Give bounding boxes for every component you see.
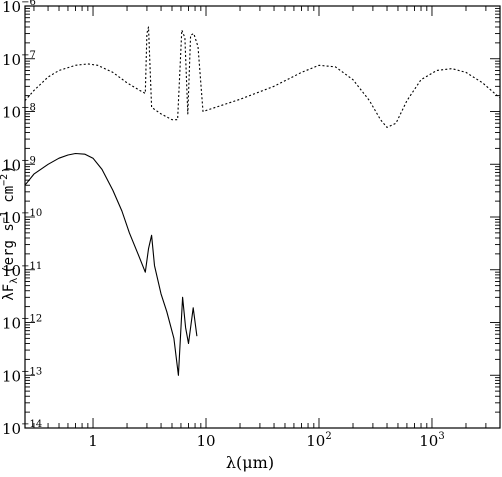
solid-series-line bbox=[24, 152, 198, 376]
y-tick-label: 10−14 bbox=[2, 419, 42, 438]
y-label-prefix: λF bbox=[1, 284, 17, 301]
y-label-sup1: −1 bbox=[0, 211, 10, 223]
y-tick-label-exp: −9 bbox=[21, 155, 36, 166]
y-tick-label: 10−13 bbox=[2, 366, 42, 385]
y-tick-label: 10−8 bbox=[2, 103, 36, 122]
y-tick-label-exp: −10 bbox=[21, 208, 42, 219]
y-label-sup2: −2 bbox=[0, 174, 10, 186]
y-tick-label-base: 10 bbox=[2, 262, 21, 280]
x-tick-label-exp: 2 bbox=[325, 431, 331, 442]
x-axis-label: λ(μm) bbox=[226, 453, 274, 472]
x-tick-label-exp: 3 bbox=[438, 431, 444, 442]
x-tick-label-base: 10 bbox=[306, 432, 325, 450]
y-tick-label-exp: −7 bbox=[21, 50, 36, 61]
y-tick-label-exp: −14 bbox=[21, 419, 42, 430]
y-label-close: ) bbox=[1, 165, 17, 173]
x-tick-labels: 1 10 102 103 bbox=[88, 431, 444, 450]
y-label-mid: cm bbox=[1, 186, 17, 211]
y-axis-label: λFλ (erg s−1 cm−2) bbox=[0, 165, 20, 300]
series-lines bbox=[24, 26, 501, 376]
y-tick-label-base: 10 bbox=[2, 315, 21, 333]
y-tick-label-base: 10 bbox=[2, 156, 21, 174]
y-tick-label-base: 10 bbox=[2, 367, 21, 385]
y-tick-label: 10−6 bbox=[2, 0, 36, 16]
y-tick-label: 10−7 bbox=[2, 50, 36, 69]
y-tick-label-exp: −6 bbox=[21, 0, 36, 8]
y-tick-label: 10−12 bbox=[2, 314, 42, 333]
y-tick-label-exp: −13 bbox=[21, 366, 42, 377]
y-tick-label: 10−11 bbox=[2, 261, 42, 280]
dotted-series-line bbox=[24, 26, 501, 128]
y-tick-label-exp: −11 bbox=[21, 261, 42, 272]
y-tick-label-base: 10 bbox=[2, 420, 21, 438]
y-tick-label-base: 10 bbox=[2, 51, 21, 69]
x-tick-label-base: 10 bbox=[196, 432, 215, 450]
y-tick-label-base: 10 bbox=[2, 0, 21, 16]
plot-frame bbox=[24, 5, 501, 429]
x-tick-label-base: 1 bbox=[88, 432, 98, 450]
y-tick-label-base: 10 bbox=[2, 104, 21, 122]
x-tick-label: 10 bbox=[196, 432, 215, 450]
y-label-open: (erg s bbox=[1, 223, 17, 274]
x-axis-label-text: λ(μm) bbox=[226, 453, 274, 472]
x-tick-label-base: 10 bbox=[419, 432, 438, 450]
y-tick-label: 10−9 bbox=[2, 155, 36, 174]
y-tick-label-exp: −12 bbox=[21, 314, 42, 325]
y-tick-label-exp: −8 bbox=[21, 103, 36, 114]
y-tick-labels: 10−610−710−810−910−1010−1110−1210−1310−1… bbox=[2, 0, 42, 438]
x-tick-label: 102 bbox=[306, 431, 331, 450]
y-label-sub: λ bbox=[9, 278, 20, 284]
y-tick-label: 10−10 bbox=[2, 208, 42, 227]
x-tick-label: 1 bbox=[88, 432, 98, 450]
y-tick-label-base: 10 bbox=[2, 209, 21, 227]
x-tick-label: 103 bbox=[419, 431, 444, 450]
axis-ticks bbox=[25, 5, 501, 429]
